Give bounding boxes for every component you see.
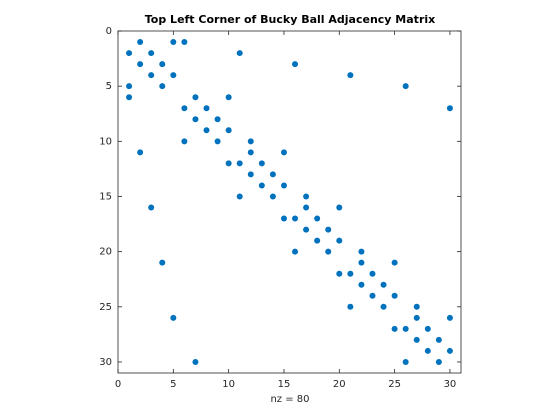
x-tick-label: 30 — [444, 379, 457, 390]
point — [347, 303, 354, 310]
point — [424, 325, 431, 332]
point — [292, 61, 299, 68]
point — [247, 171, 254, 178]
point — [369, 270, 376, 277]
point — [137, 39, 144, 46]
point — [225, 127, 232, 134]
point — [236, 193, 243, 200]
point — [424, 347, 431, 354]
point — [258, 160, 265, 167]
point — [214, 116, 221, 123]
point — [358, 281, 365, 288]
point — [402, 83, 409, 90]
y-tick-label: 10 — [99, 136, 112, 147]
point — [391, 325, 398, 332]
point — [303, 204, 310, 211]
x-tick-label: 20 — [333, 379, 346, 390]
point — [369, 292, 376, 299]
point — [181, 138, 188, 145]
point — [358, 248, 365, 255]
point — [413, 314, 420, 321]
point — [126, 94, 133, 101]
point — [236, 50, 243, 57]
point — [303, 226, 310, 233]
point — [446, 105, 453, 112]
point — [402, 358, 409, 365]
point — [292, 215, 299, 222]
point — [336, 270, 343, 277]
point — [358, 259, 365, 266]
point — [446, 347, 453, 354]
point — [336, 237, 343, 244]
point — [137, 149, 144, 156]
chart-title: Top Left Corner of Bucky Ball Adjacency … — [145, 13, 435, 26]
point — [159, 83, 166, 90]
x-tick-label: 0 — [115, 379, 121, 390]
point — [435, 358, 442, 365]
point — [380, 303, 387, 310]
point — [192, 94, 199, 101]
y-tick-label: 0 — [106, 26, 112, 37]
y-tick-label: 20 — [99, 247, 112, 258]
point — [347, 270, 354, 277]
point — [391, 259, 398, 266]
y-tick-label: 30 — [99, 357, 112, 368]
point — [247, 138, 254, 145]
point — [269, 193, 276, 200]
point — [225, 160, 232, 167]
point — [435, 336, 442, 343]
point — [203, 105, 210, 112]
point — [402, 325, 409, 332]
point — [148, 204, 155, 211]
x-tick-label: 10 — [222, 379, 235, 390]
point — [446, 314, 453, 321]
point — [126, 83, 133, 90]
y-tick-label: 15 — [99, 191, 112, 202]
point — [214, 138, 221, 145]
x-tick-label: 5 — [170, 379, 176, 390]
point — [148, 50, 155, 57]
point — [280, 182, 287, 189]
point — [247, 149, 254, 156]
point — [170, 72, 177, 79]
point — [236, 160, 243, 167]
point — [159, 259, 166, 266]
point — [325, 248, 332, 255]
point — [413, 336, 420, 343]
point — [192, 358, 199, 365]
point — [258, 182, 265, 189]
point — [181, 105, 188, 112]
point — [192, 116, 199, 123]
point — [325, 226, 332, 233]
y-tick-label: 5 — [106, 81, 112, 92]
y-tick-label: 25 — [99, 302, 112, 313]
point — [170, 314, 177, 321]
point — [336, 204, 343, 211]
axes-box — [117, 30, 462, 374]
point — [137, 61, 144, 68]
point — [269, 171, 276, 178]
x-axis-label: nz = 80 — [270, 394, 309, 405]
point — [280, 149, 287, 156]
x-tick-label: 25 — [388, 379, 401, 390]
point — [314, 215, 321, 222]
point — [314, 237, 321, 244]
point — [303, 193, 310, 200]
point — [347, 72, 354, 79]
point — [170, 39, 177, 46]
point — [203, 127, 210, 134]
point — [391, 292, 398, 299]
point — [126, 50, 133, 57]
point — [280, 215, 287, 222]
point — [225, 94, 232, 101]
point — [181, 39, 188, 46]
point — [413, 303, 420, 310]
point — [292, 248, 299, 255]
point — [380, 281, 387, 288]
point — [148, 72, 155, 79]
point — [159, 61, 166, 68]
x-tick-label: 15 — [278, 379, 291, 390]
